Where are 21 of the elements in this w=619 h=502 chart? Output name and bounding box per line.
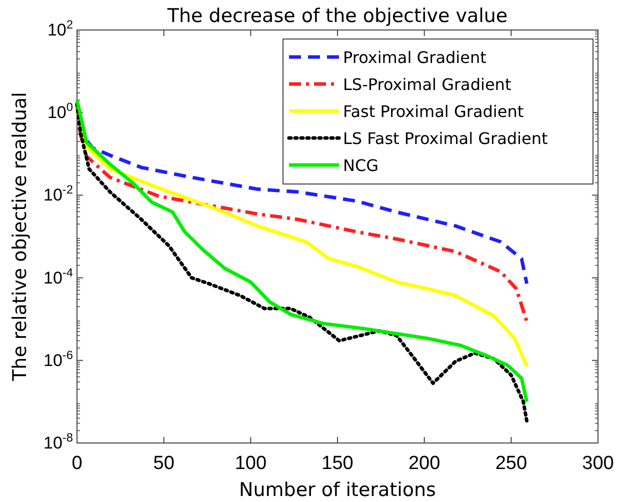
y-axis-title: The relative objective realdual [9,92,31,382]
x-tick-label: 150 [322,452,354,474]
y-tick-label: 10$^{-2}$ [44,182,74,205]
legend-label: LS-Proximal Gradient [343,75,512,94]
x-tick-label: 250 [495,452,528,474]
x-tick-label: 100 [234,452,267,474]
x-tick-label: 50 [153,452,174,474]
legend-label: Fast Proximal Gradient [343,102,524,121]
legend-label: LS Fast Proximal Gradient [343,129,548,148]
y-tick-label: 10$^{2}$ [47,17,74,40]
x-axis-title: Number of iterations [239,479,436,501]
chart-title: The decrease of the objective value [166,5,508,27]
x-tick-label: 200 [408,452,440,474]
x-tick-label: 0 [72,452,82,474]
y-tick-label: 10$^{-8}$ [44,430,74,452]
y-tick-label: 10$^{0}$ [47,100,74,122]
y-tick-label: 10$^{-4}$ [44,265,74,288]
legend-label: NCG [343,156,379,175]
legend-label: Proximal Gradient [343,48,486,67]
y-tick-label: 10$^{-6}$ [44,348,74,370]
x-tick-label: 300 [582,452,614,474]
